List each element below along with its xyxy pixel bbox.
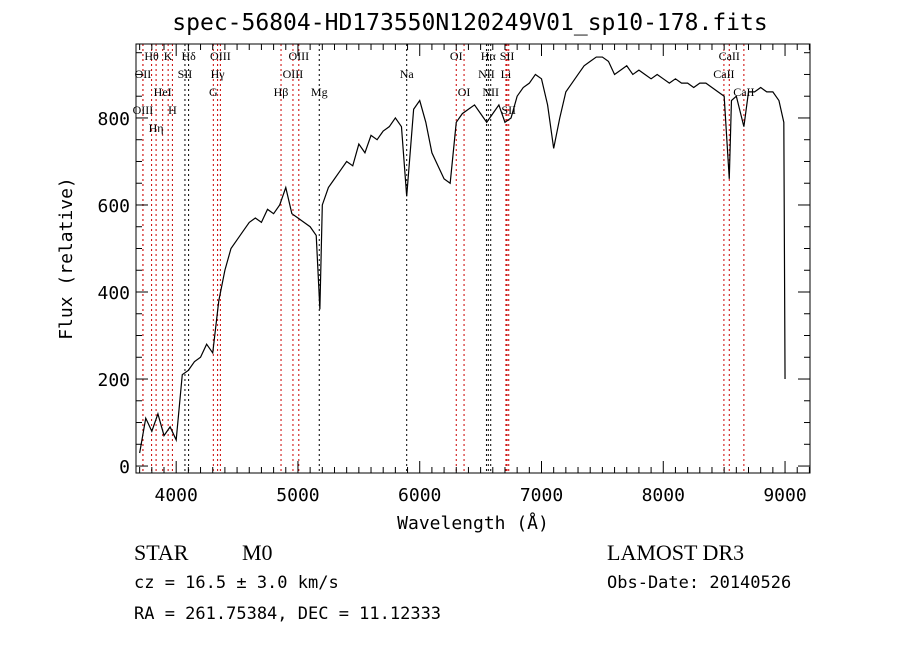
y-axis-label: Flux (relative) bbox=[56, 177, 77, 340]
spectral-line-label: K bbox=[164, 49, 173, 63]
spectral-line-label: OIII bbox=[133, 103, 154, 117]
spectral-line-label: OI bbox=[450, 49, 463, 63]
spectral-line-label: HeI bbox=[154, 85, 172, 99]
x-tick-label: 9000 bbox=[763, 485, 806, 506]
spectral-line-label: SII bbox=[178, 67, 193, 81]
survey-label: LAMOST DR3 bbox=[607, 540, 745, 565]
ra-dec-text: RA = 261.75384, DEC = 11.12333 bbox=[134, 604, 442, 624]
spectral-line-label: OIII bbox=[283, 67, 304, 81]
x-tick-label: 4000 bbox=[155, 485, 198, 506]
spectral-line-label: OIII bbox=[288, 49, 309, 63]
x-axis-label: Wavelength (Å) bbox=[397, 512, 549, 534]
spectral-line-label: Hδ bbox=[181, 49, 196, 63]
x-tick-label: 8000 bbox=[642, 485, 685, 506]
spectral-line-label: CaII bbox=[733, 85, 754, 99]
x-tick-label: 6000 bbox=[398, 485, 441, 506]
y-tick-label: 200 bbox=[97, 370, 130, 391]
plot-frame bbox=[135, 43, 811, 474]
chart-title: spec-56804-HD173550N120249V01_sp10-178.f… bbox=[172, 10, 768, 36]
y-tick-label: 400 bbox=[97, 283, 130, 304]
spectral-line-label: Na bbox=[400, 67, 415, 81]
x-tick-label: 7000 bbox=[520, 485, 563, 506]
x-tick-label: 5000 bbox=[276, 485, 319, 506]
spectral-line-label: Hγ bbox=[211, 67, 226, 81]
y-tick-label: 0 bbox=[119, 457, 130, 478]
object-subclass: M0 bbox=[242, 540, 273, 565]
y-tick-label: 800 bbox=[97, 109, 130, 130]
spectral-line-label: NII bbox=[482, 85, 499, 99]
spectral-line-label: OII bbox=[135, 67, 152, 81]
y-tick-label: 600 bbox=[97, 196, 130, 217]
object-class: STAR bbox=[134, 540, 189, 565]
spectrum-line bbox=[139, 56, 786, 454]
spectral-line-label: SII bbox=[500, 49, 515, 63]
spectral-line-label: CaII bbox=[719, 49, 740, 63]
spectral-line-label: Hη bbox=[149, 121, 164, 135]
spectral-line-label: CaII bbox=[713, 67, 734, 81]
spectral-line-label: OIII bbox=[210, 49, 231, 63]
obs-date: Obs-Date: 20140526 bbox=[607, 573, 792, 593]
spectral-line-label: G bbox=[209, 85, 218, 99]
spectral-line-label: Mg bbox=[311, 85, 328, 99]
spectral-line-label: NII bbox=[478, 67, 495, 81]
spectral-line-label: Hβ bbox=[274, 85, 289, 99]
spectral-line-label: Li bbox=[501, 67, 512, 81]
spectral-line-label: Hθ bbox=[144, 49, 159, 63]
spectral-line-label: H bbox=[168, 103, 177, 117]
spectral-line-label: Hα bbox=[481, 49, 497, 63]
spectral-line-label: OI bbox=[458, 85, 471, 99]
redshift-text: cz = 16.5 ± 3.0 km/s bbox=[134, 573, 339, 593]
